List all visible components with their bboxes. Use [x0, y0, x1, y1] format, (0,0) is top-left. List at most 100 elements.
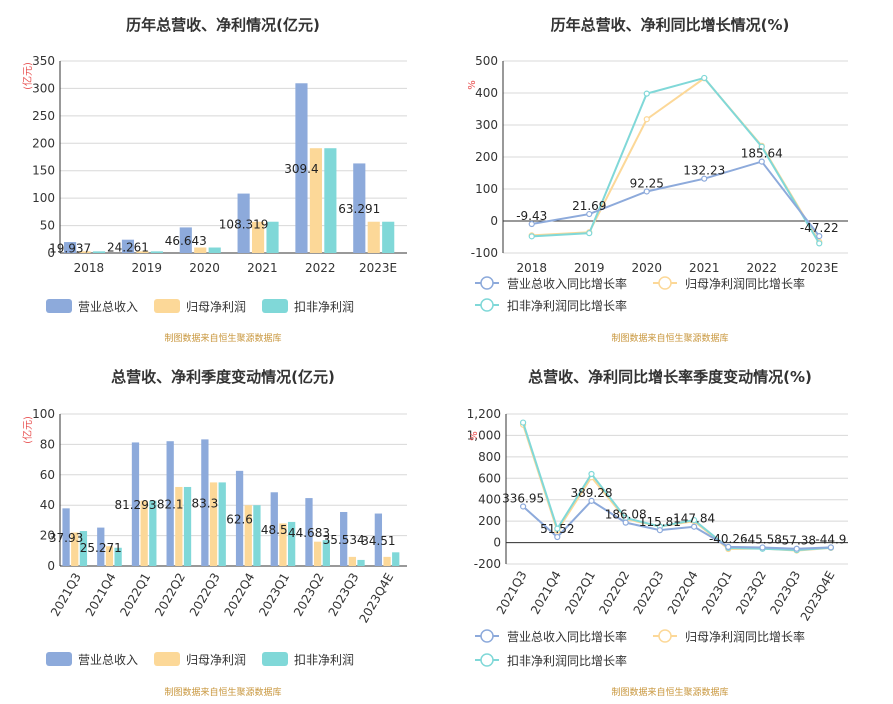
legend-label: 营业总收入 — [78, 653, 138, 667]
data-label: 51.52 — [540, 522, 574, 536]
x-tick-label: 2018 — [516, 261, 547, 275]
data-point — [622, 519, 629, 526]
bar-2 — [78, 251, 91, 253]
data-point — [701, 74, 708, 82]
y-unit-label: (亿元) — [21, 416, 34, 444]
x-tick-label: 2021Q4 — [528, 569, 564, 617]
y-unit-label: % — [467, 80, 478, 90]
y-tick-label: 150 — [32, 164, 55, 178]
bar-3 — [150, 251, 163, 253]
y-tick-label: 300 — [475, 118, 498, 132]
bar-3 — [208, 247, 221, 253]
legend-label: 归母净利润 — [186, 653, 246, 667]
legend-label: 归母净利润同比增长率 — [685, 629, 805, 644]
y-tick-label: 600 — [478, 471, 501, 485]
bar-1 — [237, 193, 250, 253]
x-tick-label: 2021 — [689, 261, 720, 275]
x-tick-label: 2021Q4 — [83, 571, 119, 619]
y-tick-label: 500 — [475, 54, 498, 68]
chart-svg: 0204060801002021Q32021Q42022Q12022Q22022… — [21, 407, 407, 667]
x-tick-label: 2022 — [305, 261, 336, 275]
series-line-1 — [522, 499, 831, 550]
bar-2 — [252, 221, 265, 253]
legend-swatch — [46, 652, 72, 666]
y-tick-label: 80 — [40, 437, 55, 451]
bar-1 — [353, 163, 366, 253]
legend-marker — [658, 629, 672, 643]
data-point — [554, 533, 561, 541]
legend-marker — [480, 653, 494, 667]
series-line-3 — [522, 422, 831, 552]
legend-label: 营业总收入同比增长率 — [507, 629, 627, 644]
x-tick-label: 2018 — [74, 261, 105, 275]
y-tick-label: -100 — [471, 246, 498, 260]
data-point — [528, 233, 535, 240]
y-tick-label: 350 — [32, 54, 55, 68]
x-tick-label: 2019 — [574, 261, 605, 275]
bar-1 — [64, 242, 77, 253]
bar-2 — [383, 556, 391, 566]
y-tick-label: 250 — [32, 109, 55, 123]
bar-3 — [183, 486, 192, 566]
bar-1 — [295, 83, 308, 253]
data-source-note: 制图数据来自恒生聚源数据库 — [164, 334, 282, 344]
bar-2 — [314, 541, 322, 566]
data-label: 81.293 — [114, 498, 156, 512]
x-tick-label: 2020 — [189, 261, 220, 275]
legend-label: 归母净利润 — [186, 300, 246, 314]
y-unit-label: % — [469, 431, 480, 441]
data-label: 62.6 — [226, 512, 253, 526]
y-tick-label: 100 — [475, 182, 498, 196]
x-tick-label: 2020 — [631, 261, 662, 275]
data-source-note: 制图数据来自恒生聚源数据库 — [611, 334, 729, 344]
y-tick-label: 800 — [478, 450, 501, 464]
x-tick-label: 2023E — [800, 261, 838, 275]
x-tick-label: 2022Q2 — [152, 571, 188, 619]
bar-1 — [374, 513, 383, 566]
y-tick-label: 0 — [47, 559, 55, 573]
chart-panel-annual-revenue-profit: 历年总营收、净利情况(亿元) 0 50 100 150 200 250 300 350 2018… — [0, 0, 446, 352]
bar-2 — [175, 486, 183, 566]
data-point — [691, 523, 698, 530]
legend-marker — [480, 629, 494, 643]
bar-1 — [62, 508, 70, 566]
data-point — [643, 188, 650, 195]
x-tick-label: 2023E — [359, 261, 397, 275]
bar-3 — [392, 552, 400, 566]
x-tick-label: 2023Q3 — [326, 571, 362, 619]
bar-2 — [279, 523, 287, 566]
x-tick-label: 2019 — [131, 261, 162, 275]
data-label: 48.5 — [261, 523, 288, 537]
y-tick-label: 0 — [493, 536, 501, 550]
data-source-note: 制图数据来自恒生聚源数据库 — [611, 688, 729, 698]
bar-1 — [179, 227, 192, 253]
bar-1 — [121, 239, 135, 253]
x-tick-label: 2023Q4E — [798, 569, 838, 624]
y-tick-label: 0 — [47, 246, 55, 260]
legend-marker — [480, 276, 494, 290]
bar-1 — [166, 441, 174, 566]
x-tick-label: 2022Q3 — [187, 571, 223, 619]
bar-2 — [244, 505, 252, 566]
data-label: 21.69 — [572, 199, 606, 213]
chart-svg: 0 50 100 150 200 250 300 350 2018 2019 2020 2021 202… — [21, 54, 407, 314]
data-label: 34.51 — [361, 534, 395, 548]
bar-3 — [382, 221, 395, 253]
bar-2 — [71, 532, 79, 566]
data-point — [519, 419, 527, 426]
y-tick-label: -200 — [474, 557, 501, 571]
data-label: 147.84 — [673, 512, 715, 526]
x-tick-label: 2022Q4 — [222, 571, 258, 619]
y-unit-label: (亿元) — [21, 62, 34, 90]
y-tick-label: 1,200 — [467, 407, 501, 421]
data-label: 37.93 — [49, 531, 83, 545]
series-line-1 — [531, 160, 821, 237]
y-tick-label: 0 — [490, 214, 498, 228]
data-label: -47.22 — [800, 221, 839, 235]
x-tick-label: 2022 — [746, 261, 777, 275]
y-tick-label: 300 — [32, 81, 55, 95]
legend-label: 扣非净利润同比增长率 — [507, 653, 627, 668]
x-tick-label: 2023Q1 — [256, 571, 292, 619]
data-label: 92.25 — [630, 176, 664, 190]
data-label: -45.58 — [743, 532, 782, 546]
